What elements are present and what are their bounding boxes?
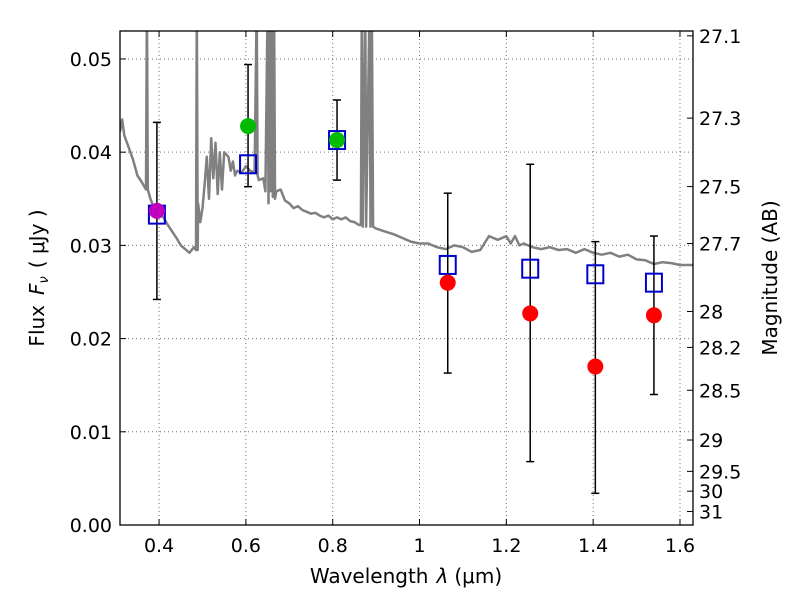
y2-tick-label: 28.2 [699, 337, 741, 359]
y2-tick-label: 28.5 [699, 380, 741, 402]
model-point-square [438, 254, 457, 275]
observed-point [329, 132, 346, 149]
x-tick-label: 1.2 [491, 535, 521, 557]
y2-tick-label: 29.5 [699, 461, 741, 483]
model-point-square [644, 272, 663, 293]
observed-point [148, 202, 165, 219]
x-tick-label: 0.4 [144, 535, 174, 557]
y-tick-label: 0.02 [70, 329, 112, 351]
observed-point [587, 358, 604, 375]
y-tick-label: 0.01 [70, 422, 112, 444]
y-tick-label: 0.04 [70, 142, 112, 164]
observed-point [240, 118, 257, 135]
x-tick-label: 1.6 [665, 535, 695, 557]
x-tick-label: 0.6 [231, 535, 261, 557]
x-tick-label: 1 [413, 535, 425, 557]
x-tick-label: 1.4 [578, 535, 608, 557]
y-tick-label: 0.00 [70, 515, 112, 537]
model-point-square [239, 154, 258, 175]
y-tick-label: 0.03 [70, 235, 112, 257]
observed-point [439, 274, 456, 291]
y2-tick-label: 28 [699, 301, 723, 323]
y-tick-label: 0.05 [70, 49, 112, 71]
y-axis-label: FluxFν( μJy ) [25, 209, 52, 346]
model-point-square [521, 258, 540, 279]
y2-tick-label: 27.5 [699, 177, 741, 199]
template-spectrum-line [120, 31, 693, 267]
observed-point [645, 307, 662, 324]
plot-frame [119, 30, 694, 526]
x-tick-label: 0.8 [318, 535, 348, 557]
plot-area [120, 31, 693, 495]
observed-point [522, 305, 539, 322]
y2-axis-label: Magnitude (AB) [758, 200, 782, 355]
y2-tick-label: 30 [699, 481, 723, 503]
y2-tick-label: 29 [699, 430, 723, 452]
grid [120, 31, 693, 526]
y2-tick-label: 31 [699, 502, 723, 524]
model-point-square [586, 264, 605, 285]
y2-tick-label: 27.3 [699, 108, 741, 130]
axis-ticks: 0.4 0.6 0.8 1 1.2 1.4 1.6 0.00 0.01 0.02 0.03 0.04 0… [70, 26, 742, 557]
y2-tick-label: 27.1 [699, 26, 741, 48]
y2-tick-label: 27.7 [699, 234, 741, 256]
x-axis-label: Wavelength λ (μm) [310, 564, 502, 588]
